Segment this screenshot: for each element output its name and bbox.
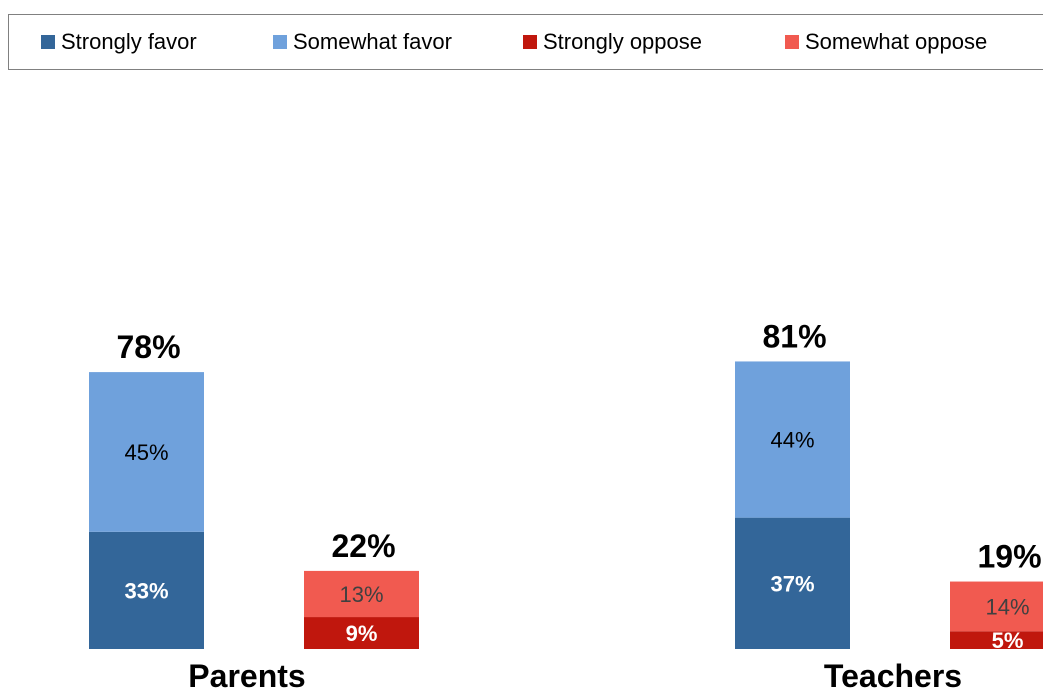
- legend-swatch-strongly-favor: [41, 35, 55, 49]
- data-label-teachers-somewhat-favor: 44%: [770, 428, 814, 453]
- data-label-parents-strongly-favor: 33%: [124, 578, 168, 603]
- data-label-teachers-somewhat-oppose: 14%: [985, 594, 1029, 619]
- category-label-teachers: Teachers: [824, 658, 962, 693]
- category-label-parents: Parents: [188, 658, 305, 693]
- total-label-teachers-oppose: 19%: [977, 539, 1041, 575]
- data-label-parents-strongly-oppose: 9%: [346, 621, 378, 646]
- legend-swatch-strongly-oppose: [523, 35, 537, 49]
- legend-swatch-somewhat-oppose: [785, 35, 799, 49]
- bar-parents-strongly-oppose: [304, 617, 419, 649]
- legend-item-somewhat-oppose: Somewhat oppose: [785, 15, 987, 69]
- legend-item-somewhat-favor: Somewhat favor: [273, 15, 452, 69]
- legend-label-somewhat-favor: Somewhat favor: [293, 29, 452, 54]
- total-label-teachers-favor: 81%: [762, 318, 826, 354]
- bar-parents-somewhat-favor: [89, 372, 204, 532]
- legend-item-strongly-favor: Strongly favor: [41, 15, 197, 69]
- bar-teachers-somewhat-oppose: [950, 581, 1043, 632]
- chart-legend: Strongly favor Somewhat favor Strongly o…: [8, 14, 1043, 70]
- bar-parents-strongly-favor: [89, 531, 204, 649]
- bar-teachers-somewhat-favor: [735, 361, 850, 518]
- data-label-teachers-strongly-oppose: 5%: [992, 628, 1024, 653]
- bar-teachers-strongly-oppose: [950, 631, 1043, 649]
- total-label-parents-favor: 78%: [116, 329, 180, 365]
- total-label-parents-oppose: 22%: [331, 528, 395, 564]
- bar-parents-somewhat-oppose: [304, 570, 419, 618]
- legend-item-strongly-oppose: Strongly oppose: [523, 15, 702, 69]
- legend-label-somewhat-oppose: Somewhat oppose: [805, 29, 988, 54]
- data-label-parents-somewhat-favor: 45%: [124, 440, 168, 465]
- legend-label-strongly-oppose: Strongly oppose: [543, 29, 702, 54]
- bar-teachers-strongly-favor: [735, 517, 850, 649]
- data-label-parents-somewhat-oppose: 13%: [339, 582, 383, 607]
- legend-swatch-somewhat-favor: [273, 35, 287, 49]
- legend-label-strongly-favor: Strongly favor: [61, 29, 197, 54]
- data-label-teachers-strongly-favor: 37%: [770, 571, 814, 596]
